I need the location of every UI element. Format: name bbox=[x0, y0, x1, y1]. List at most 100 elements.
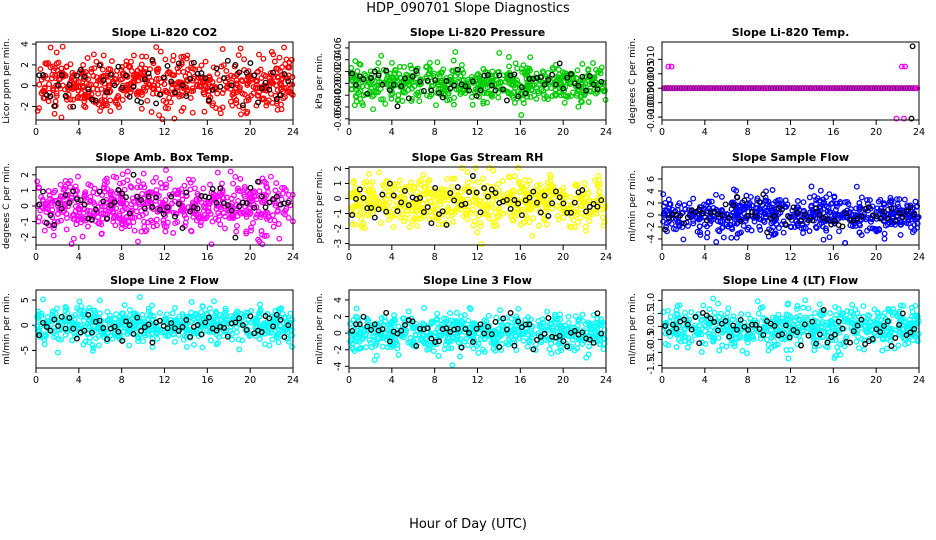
data-point bbox=[268, 48, 275, 55]
data-point bbox=[107, 88, 114, 95]
data-point bbox=[370, 106, 377, 113]
plot-frame bbox=[35, 41, 294, 121]
x-tick-label: 16 bbox=[201, 375, 213, 386]
data-point bbox=[67, 61, 74, 68]
data-point bbox=[65, 91, 72, 98]
data-point bbox=[524, 182, 531, 189]
x-tick-label: 16 bbox=[514, 127, 526, 138]
data-point bbox=[74, 95, 81, 102]
data-point bbox=[352, 93, 359, 100]
data-point bbox=[881, 235, 888, 242]
x-tick-label: 12 bbox=[471, 127, 483, 138]
data-point bbox=[86, 334, 93, 341]
data-point bbox=[191, 75, 197, 82]
data-point bbox=[836, 228, 842, 235]
data-point bbox=[153, 76, 160, 82]
data-point bbox=[217, 221, 224, 228]
data-point bbox=[220, 86, 227, 93]
data-point bbox=[496, 49, 503, 56]
data-point bbox=[239, 78, 246, 85]
data-point bbox=[550, 66, 557, 73]
data-point bbox=[743, 192, 750, 199]
data-point bbox=[232, 61, 239, 68]
data-point bbox=[99, 99, 106, 106]
data-point bbox=[247, 184, 254, 191]
data-point bbox=[36, 81, 43, 88]
data-point bbox=[53, 49, 60, 56]
data-point bbox=[96, 62, 103, 69]
data-point bbox=[205, 97, 212, 104]
data-point bbox=[806, 194, 813, 201]
data-point bbox=[81, 317, 87, 324]
data-point bbox=[219, 180, 225, 187]
data-point bbox=[476, 179, 482, 186]
data-point bbox=[275, 339, 282, 346]
data-point bbox=[276, 54, 283, 61]
data-point bbox=[912, 198, 919, 205]
data-point bbox=[214, 70, 221, 77]
data-point bbox=[213, 105, 219, 112]
data-point bbox=[469, 101, 476, 108]
data-points bbox=[660, 183, 922, 246]
data-point bbox=[198, 70, 205, 77]
y-tick-label: 5 bbox=[20, 297, 31, 303]
x-tick-label: 8 bbox=[119, 127, 125, 138]
data-point bbox=[480, 66, 487, 72]
x-tick-label: 20 bbox=[870, 127, 882, 138]
data-point bbox=[84, 55, 91, 61]
data-point bbox=[96, 297, 103, 304]
data-point bbox=[149, 344, 156, 351]
data-point bbox=[505, 54, 512, 60]
data-point bbox=[518, 112, 525, 118]
data-point bbox=[544, 96, 551, 103]
data-point bbox=[897, 231, 904, 238]
data-point bbox=[121, 302, 128, 309]
data-point bbox=[221, 75, 227, 82]
data-point bbox=[382, 100, 389, 107]
data-point bbox=[253, 78, 260, 85]
data-point bbox=[451, 94, 458, 101]
data-point bbox=[119, 71, 126, 78]
data-point bbox=[124, 81, 131, 88]
data-point bbox=[191, 341, 197, 348]
data-point bbox=[80, 62, 87, 68]
data-point bbox=[520, 100, 527, 107]
x-tick-label: 0 bbox=[33, 375, 39, 386]
data-point bbox=[728, 234, 735, 241]
data-point bbox=[535, 222, 542, 229]
data-points bbox=[347, 164, 609, 248]
data-point bbox=[40, 72, 46, 78]
y-tick-label: 2 bbox=[646, 200, 657, 206]
data-point bbox=[66, 81, 73, 88]
x-tick-label: 4 bbox=[76, 127, 82, 138]
data-point bbox=[464, 169, 471, 176]
data-point bbox=[183, 343, 190, 350]
data-point bbox=[450, 218, 457, 225]
data-point bbox=[190, 59, 197, 66]
panel-title: Slope Gas Stream RH bbox=[412, 151, 544, 164]
x-tick-label: 20 bbox=[557, 127, 569, 138]
data-point bbox=[202, 58, 209, 65]
data-point bbox=[135, 238, 141, 245]
data-point bbox=[143, 53, 150, 60]
data-point bbox=[115, 92, 122, 99]
data-point bbox=[800, 230, 806, 236]
data-point bbox=[578, 99, 585, 105]
data-point bbox=[450, 101, 457, 108]
data-point bbox=[69, 69, 76, 76]
data-point bbox=[229, 91, 236, 98]
data-point bbox=[392, 67, 399, 74]
data-point bbox=[236, 103, 243, 110]
data-point bbox=[47, 93, 54, 100]
data-point bbox=[581, 179, 588, 186]
data-point bbox=[164, 62, 171, 69]
data-point bbox=[200, 89, 207, 96]
data-point bbox=[465, 76, 472, 83]
data-point bbox=[511, 173, 518, 180]
data-point bbox=[567, 194, 574, 201]
panel-title: Slope Line 3 Flow bbox=[423, 274, 532, 287]
data-point bbox=[140, 170, 147, 177]
data-point bbox=[238, 111, 244, 118]
x-tick-label: 24 bbox=[913, 127, 925, 138]
